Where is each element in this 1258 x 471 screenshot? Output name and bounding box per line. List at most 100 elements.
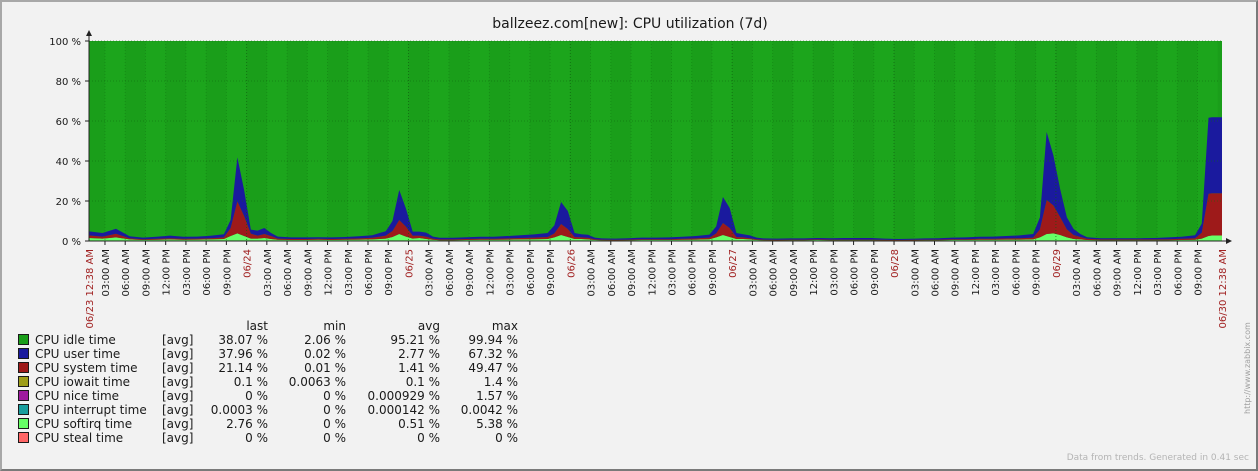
x-tick-label: 03:00 PM: [344, 249, 355, 296]
legend-item-func: [avg]: [162, 333, 194, 347]
legend-item-min: 0 %: [323, 403, 346, 417]
series-area-cpu-softirq-time: [89, 233, 1222, 241]
legend-item-min: 0 %: [323, 431, 346, 445]
x-tick-label: 03:00 AM: [1072, 249, 1083, 296]
x-end-label: 06/30 12:38 AM: [1218, 249, 1229, 328]
y-tick-label: 100 %: [49, 37, 81, 48]
plot-band: [631, 41, 652, 241]
legend-item-avg: 0.51 %: [398, 417, 440, 431]
y-tick-label: 20 %: [56, 197, 81, 208]
x-tick-label: 09:00 PM: [870, 249, 881, 296]
x-tick-label: 09:00 PM: [1194, 249, 1205, 296]
x-tick-label: 06:00 AM: [121, 249, 132, 296]
x-tick-label: 12:00 PM: [485, 249, 496, 296]
x-tick-label: 06:00 AM: [607, 249, 618, 296]
x-tick-label: 06:00 PM: [688, 249, 699, 296]
legend-item-last: 0.1 %: [233, 375, 268, 389]
x-tick-label: 06:00 PM: [202, 249, 213, 296]
x-tick-label: 06/27: [728, 249, 739, 278]
x-tick-label: 06/24: [243, 249, 254, 278]
x-tick-label: 12:00 PM: [1133, 249, 1144, 296]
x-tick-label: 06:00 PM: [1173, 249, 1184, 296]
x-tick-label: 03:00 PM: [667, 249, 678, 296]
legend-swatch: [18, 432, 29, 443]
plot-band: [1076, 41, 1097, 241]
legend-item-func: [avg]: [162, 389, 194, 403]
plot-band: [873, 41, 895, 241]
legend-swatch: [18, 348, 29, 359]
x-tick-label: 12:00 PM: [809, 249, 820, 296]
legend-item-name: CPU iowait time: [35, 375, 131, 389]
x-tick-label: 09:00 AM: [1113, 249, 1124, 296]
chart-title: ballzeez.com[new]: CPU utilization (7d): [492, 16, 767, 32]
legend-item-avg: 0 %: [417, 431, 440, 445]
legend-item-func: [avg]: [162, 403, 194, 417]
x-tick-label: 12:00 PM: [647, 249, 658, 296]
legend-item-last: 0 %: [245, 431, 268, 445]
legend-item-name: CPU interrupt time: [35, 403, 147, 417]
plot-band: [954, 41, 975, 241]
x-tick-label: 03:00 AM: [263, 249, 274, 296]
legend-swatch: [18, 404, 29, 415]
legend-row: CPU system time [avg] 21.14 % 0.01 % 1.4…: [18, 361, 518, 375]
x-tick-label: 09:00 AM: [465, 249, 476, 296]
plot-band: [145, 41, 166, 241]
x-tick-label: 06:00 AM: [445, 249, 456, 296]
legend-item-min: 0 %: [323, 417, 346, 431]
y-tick-label: 40 %: [56, 157, 81, 168]
plot-band: [590, 41, 611, 241]
x-tick-label: 06/28: [890, 249, 901, 278]
plot-band: [509, 41, 530, 241]
legend-item-avg: 0.000142 %: [367, 403, 440, 417]
legend-item-max: 0.0042 %: [460, 403, 518, 417]
x-tick-label: 09:00 PM: [1032, 249, 1043, 296]
legend-item-last: 21.14 %: [218, 361, 268, 375]
legend-item-avg: 95.21 %: [390, 333, 440, 347]
legend-item-max: 67.32 %: [468, 347, 518, 361]
x-tick-label: 09:00 AM: [951, 249, 962, 296]
x-tick-label: 09:00 PM: [222, 249, 233, 296]
x-tick-label: 03:00 AM: [910, 249, 921, 296]
x-tick-label: 09:00 AM: [627, 249, 638, 296]
legend-item-last: 2.76 %: [226, 417, 268, 431]
x-tick-label: 03:00 PM: [829, 249, 840, 296]
x-tick-label: 09:00 PM: [708, 249, 719, 296]
legend-row: CPU iowait time [avg] 0.1 % 0.0063 % 0.1…: [18, 375, 518, 389]
legend-item-name: CPU steal time: [35, 431, 124, 445]
legend-row: CPU steal time [avg] 0 % 0 % 0 % 0 %: [18, 431, 518, 445]
x-tick-label: 03:00 PM: [991, 249, 1002, 296]
legend-item-func: [avg]: [162, 417, 194, 431]
plot-band: [469, 41, 490, 241]
legend-item-min: 0.0063 %: [288, 375, 346, 389]
plot-band: [307, 41, 328, 241]
x-tick-label: 09:00 PM: [546, 249, 557, 296]
legend-item-min: 0.01 %: [304, 361, 346, 375]
x-axis-arrow: [1226, 238, 1232, 244]
x-tick-label: 06/25: [404, 249, 415, 278]
legend-header-max: max: [491, 319, 518, 333]
legend-item-func: [avg]: [162, 361, 194, 375]
legend-item-max: 49.47 %: [468, 361, 518, 375]
legend-item-max: 5.38 %: [476, 417, 518, 431]
legend-item-max: 99.94 %: [468, 333, 518, 347]
x-tick-label: 12:00 PM: [971, 249, 982, 296]
legend-swatch: [18, 418, 29, 429]
legend-row: CPU nice time [avg] 0 % 0 % 0.000929 % 1…: [18, 389, 518, 403]
legend-item-last: 37.96 %: [218, 347, 268, 361]
legend-item-last: 0 %: [245, 389, 268, 403]
x-tick-label: 09:00 AM: [789, 249, 800, 296]
x-start-label: 06/23 12:38 AM: [85, 249, 96, 328]
legend-item-func: [avg]: [162, 347, 194, 361]
legend-item-name: CPU nice time: [35, 389, 120, 403]
legend-row: CPU user time [avg] 37.96 % 0.02 % 2.77 …: [18, 347, 518, 361]
legend-item-min: 0 %: [323, 389, 346, 403]
legend-swatch: [18, 362, 29, 373]
plot-band: [711, 41, 733, 241]
x-tick-label: 12:00 PM: [324, 249, 335, 296]
legend-swatch: [18, 390, 29, 401]
legend-item-max: 1.57 %: [476, 389, 518, 403]
y-tick-label: 80 %: [56, 77, 81, 88]
legend-item-last: 38.07 %: [218, 333, 268, 347]
plot-band: [833, 41, 854, 241]
x-tick-label: 06:00 AM: [283, 249, 294, 296]
